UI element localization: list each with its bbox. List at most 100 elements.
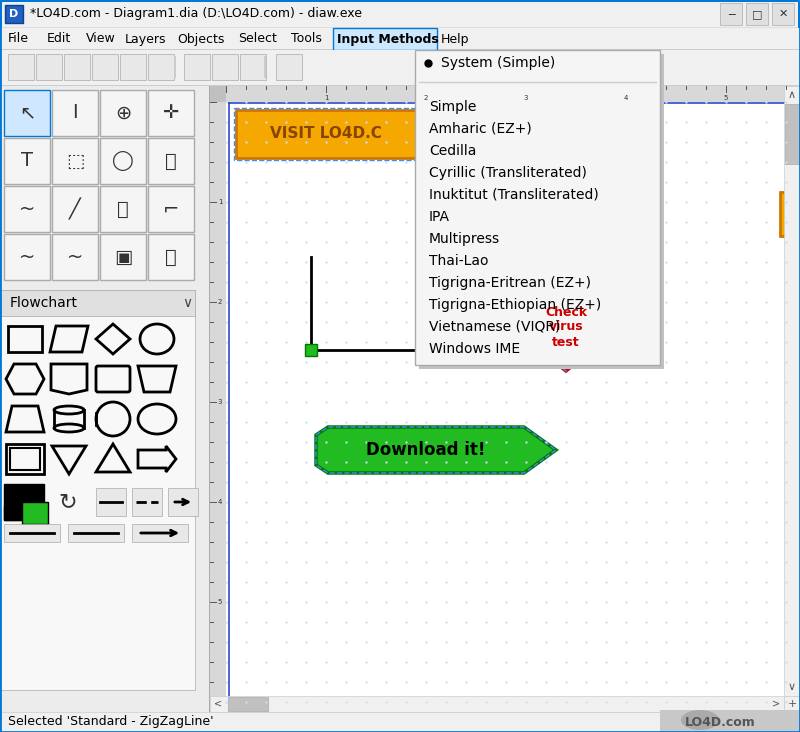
Text: T: T [21, 152, 33, 171]
Bar [4, 320, 46, 358]
Bar [5, 5, 23, 23]
Bar [0, 50, 800, 86]
Bar [92, 360, 134, 398]
Bar [772, 3, 794, 25]
Text: ◯: ◯ [112, 151, 134, 171]
Text: ⌐: ⌐ [163, 200, 179, 218]
Bar [100, 90, 146, 136]
Bar [0, 85, 800, 86]
Bar [52, 138, 98, 184]
Bar [780, 192, 794, 236]
Bar [52, 234, 98, 280]
Text: I: I [72, 103, 78, 122]
Bar [660, 710, 800, 732]
Bar [784, 696, 800, 712]
Text: Simple: Simple [429, 100, 476, 114]
Text: Windows IME: Windows IME [429, 342, 520, 356]
Bar [4, 186, 50, 232]
Bar [100, 234, 146, 280]
Text: 5: 5 [218, 599, 222, 605]
Text: 4: 4 [218, 499, 222, 505]
Bar [234, 108, 418, 160]
Bar [136, 320, 178, 358]
Text: ─: ─ [728, 9, 734, 19]
Text: ⌒: ⌒ [117, 200, 129, 218]
Bar [92, 54, 118, 80]
Text: Inuktitut (Transliterated): Inuktitut (Transliterated) [429, 188, 598, 202]
Text: 1: 1 [218, 199, 222, 205]
Bar [48, 320, 90, 358]
Text: IPA: IPA [429, 210, 450, 224]
Ellipse shape [681, 710, 719, 730]
Bar [92, 440, 134, 478]
Bar [148, 234, 194, 280]
Text: Layers: Layers [125, 32, 166, 45]
Text: Help: Help [441, 32, 470, 45]
Bar [64, 54, 90, 80]
Bar [132, 488, 162, 516]
Bar [415, 50, 660, 365]
Bar [52, 90, 98, 136]
Bar [174, 56, 176, 78]
Bar [10, 448, 40, 470]
Bar [210, 86, 800, 102]
Text: ▣: ▣ [114, 247, 132, 266]
Bar [8, 326, 42, 352]
Bar [4, 400, 46, 438]
Bar [0, 0, 800, 28]
Text: Tigrigna-Ethiopian (EZ+): Tigrigna-Ethiopian (EZ+) [429, 298, 602, 312]
Bar [212, 54, 238, 80]
Text: Objects: Objects [178, 32, 225, 45]
Text: 4: 4 [624, 95, 628, 101]
Bar [48, 400, 90, 438]
Text: Edit: Edit [46, 32, 71, 45]
Bar [785, 104, 799, 164]
Text: Input Methods: Input Methods [338, 32, 439, 45]
Bar [0, 86, 210, 732]
Text: 2: 2 [424, 95, 428, 101]
Bar [0, 28, 800, 50]
Bar [798, 0, 800, 28]
Text: D: D [10, 9, 18, 19]
Bar [240, 54, 266, 80]
Text: ✛: ✛ [163, 103, 179, 122]
Bar [92, 320, 134, 358]
Text: ∨: ∨ [788, 682, 796, 692]
Text: ✕: ✕ [778, 9, 788, 19]
Text: ⊕: ⊕ [115, 103, 131, 122]
Text: LO4D.com: LO4D.com [685, 715, 755, 728]
Text: *LO4D.com - Diagram1.dia (D:\LO4D.com) - diaw.exe: *LO4D.com - Diagram1.dia (D:\LO4D.com) -… [30, 7, 362, 20]
Text: Cyrillic (Transliterated): Cyrillic (Transliterated) [429, 166, 587, 180]
Bar [148, 138, 194, 184]
Text: 1: 1 [324, 95, 328, 101]
Bar [784, 86, 800, 696]
Text: Multipress: Multipress [429, 232, 500, 246]
Bar [210, 86, 226, 102]
Text: ∧: ∧ [788, 90, 796, 100]
Text: Thai-Lao: Thai-Lao [429, 254, 489, 268]
Bar [4, 138, 50, 184]
Polygon shape [511, 283, 621, 371]
Bar [210, 86, 800, 706]
Bar [132, 524, 188, 542]
Bar [264, 56, 266, 78]
Text: Amharic (EZ+): Amharic (EZ+) [429, 122, 532, 136]
Text: <: < [214, 699, 222, 709]
Bar [419, 54, 664, 369]
Bar [92, 400, 134, 438]
Bar [228, 102, 230, 712]
Text: 5: 5 [724, 95, 728, 101]
Text: Download it!: Download it! [366, 441, 486, 459]
Text: 🔧: 🔧 [165, 247, 177, 266]
Text: Cedilla: Cedilla [429, 144, 476, 158]
Bar [4, 360, 46, 398]
Bar [4, 524, 60, 542]
Text: VISIT LO4D.C: VISIT LO4D.C [270, 127, 382, 141]
Bar [210, 102, 226, 712]
Bar [168, 488, 198, 516]
Bar [0, 712, 800, 732]
Bar [36, 54, 62, 80]
Text: Tools: Tools [291, 32, 322, 45]
Bar [4, 90, 50, 136]
Bar [210, 696, 784, 712]
